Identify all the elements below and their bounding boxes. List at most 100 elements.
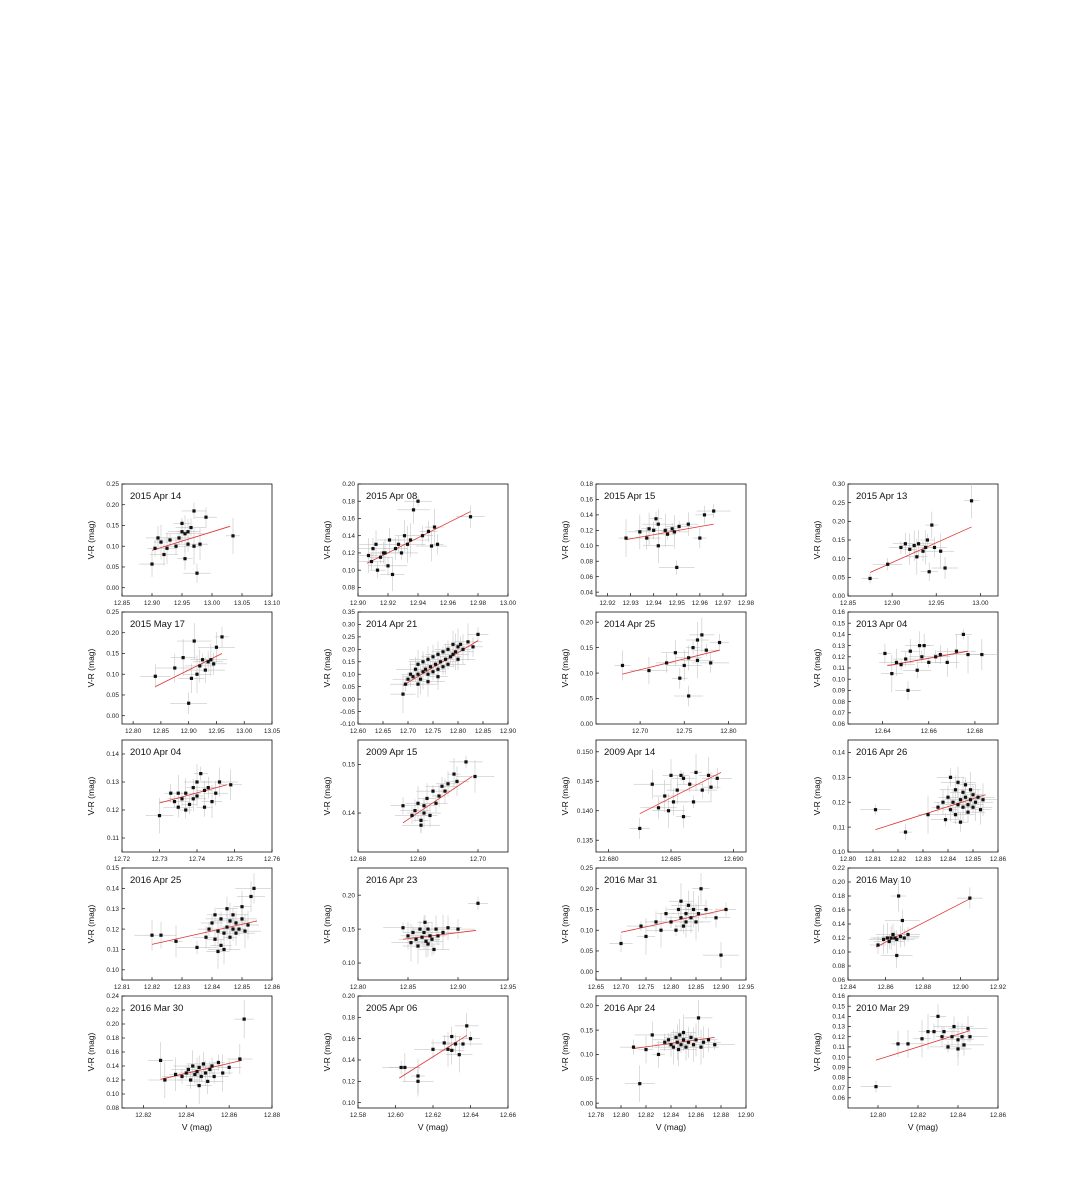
data-point [197, 1065, 201, 1069]
data-point [894, 660, 899, 664]
data-point [408, 672, 413, 676]
y-tick-label: 0.05 [580, 1076, 593, 1083]
data-point [421, 660, 425, 664]
data-point [403, 1065, 407, 1070]
data-point [936, 1014, 940, 1018]
x-tick-label: 12.84 [663, 1112, 680, 1119]
y-axis-label: V-R (mag) [322, 648, 332, 687]
data-point [920, 1037, 924, 1041]
panel-title: 2015 Apr 15 [604, 491, 655, 502]
data-point [209, 658, 213, 662]
data-point [696, 1016, 701, 1020]
x-tick-label: 12.65 [375, 728, 392, 735]
data-point [204, 935, 208, 939]
y-tick-label: 0.10 [580, 670, 593, 677]
data-point [189, 676, 194, 680]
x-tick-label: 12.78 [588, 1112, 605, 1119]
data-point [922, 644, 926, 648]
x-tick-label: 12.80 [125, 728, 142, 735]
x-tick-label: 12.64 [462, 1112, 479, 1119]
y-tick-label: 0.15 [106, 523, 119, 530]
panel-title: 2009 Apr 14 [604, 747, 655, 758]
data-point [366, 553, 371, 558]
y-axis-label: V-R (mag) [560, 904, 570, 943]
y-tick-label: 0.18 [106, 1035, 119, 1042]
panel-title: 2015 Apr 08 [366, 491, 417, 502]
panel-15: 0.00 0.05 0.10 0.15 0.20 0.25 12.65 12.70 12.75 1… [560, 865, 755, 991]
x-tick-label: 12.95 [928, 600, 945, 607]
data-point [679, 1043, 683, 1047]
data-point [457, 1053, 461, 1057]
panel-20: 0.06 0.07 0.08 0.09 0.10 0.11 0.12 0.13 0.14 0.15… [812, 993, 1007, 1132]
data-point [893, 936, 897, 940]
data-point [173, 666, 177, 670]
panel-19: 0.00 0.05 0.10 0.15 0.20 12.78 12.80 12.82 12.84… [560, 995, 755, 1132]
data-point [443, 789, 447, 793]
data-point [458, 642, 463, 646]
data-area [620, 999, 735, 1102]
data-point [952, 1024, 956, 1029]
data-point [204, 515, 208, 519]
y-tick-label: 0.09 [832, 1064, 845, 1071]
y-tick-label: 0.12 [832, 935, 845, 942]
y-tick-label: 0.20 [106, 630, 119, 637]
x-tick-label: 12.88 [915, 984, 932, 991]
data-point [980, 652, 984, 657]
data-point [408, 538, 413, 542]
y-tick-label: 0.07 [832, 710, 845, 717]
y-tick-label: 0.10 [342, 671, 355, 678]
data-point [906, 1042, 910, 1046]
data-point [724, 907, 728, 912]
panel-title: 2015 Apr 14 [130, 491, 181, 502]
data-point [210, 1064, 214, 1068]
x-tick-label: 12.86 [877, 984, 894, 991]
y-tick-label: 0.11 [107, 947, 120, 954]
data-point [216, 949, 220, 954]
y-tick-label: 0.10 [106, 543, 119, 550]
data-point [422, 811, 426, 815]
data-point [943, 566, 947, 570]
y-tick-label: 0.13 [106, 779, 119, 786]
x-tick-label: 12.74 [189, 856, 206, 863]
data-point [453, 1042, 458, 1046]
data-point [679, 899, 683, 903]
data-point [219, 943, 223, 947]
data-point [231, 913, 235, 917]
data-point [177, 536, 181, 540]
data-point [413, 667, 418, 671]
y-tick-label: 0.05 [580, 948, 593, 955]
y-tick-label: 0.10 [832, 849, 845, 856]
data-area [878, 629, 998, 700]
data-point [411, 930, 415, 935]
data-point [465, 1024, 469, 1028]
x-tick-label: 12.70 [632, 728, 649, 735]
data-point [942, 1030, 946, 1034]
data-point [374, 542, 378, 546]
y-tick-label: 0.15 [580, 645, 593, 652]
y-tick-label: 0.10 [106, 1091, 119, 1098]
data-point [240, 905, 244, 909]
data-point [694, 770, 698, 775]
y-tick-label: 0.25 [106, 481, 119, 488]
x-tick-label: 12.82 [144, 984, 161, 991]
y-tick-label: 0.10 [106, 967, 119, 974]
data-point [682, 663, 686, 668]
y-tick-label: 0.10 [106, 671, 119, 678]
data-point [981, 798, 985, 802]
data-point [228, 935, 232, 939]
data-point [948, 808, 953, 812]
x-axis-label: V (mag) [182, 1122, 212, 1132]
y-tick-label: 0.08 [580, 558, 593, 565]
data-point [429, 544, 434, 548]
data-point [687, 694, 691, 698]
data-point [915, 555, 919, 559]
x-tick-label: 12.85 [840, 600, 857, 607]
data-point [691, 646, 695, 650]
data-point [423, 667, 428, 671]
x-tick-label: 12.92 [990, 984, 1007, 991]
data-point [874, 1085, 878, 1089]
data-point [664, 912, 668, 916]
data-point [960, 1035, 964, 1039]
data-point [638, 530, 642, 534]
data-point [195, 794, 199, 798]
